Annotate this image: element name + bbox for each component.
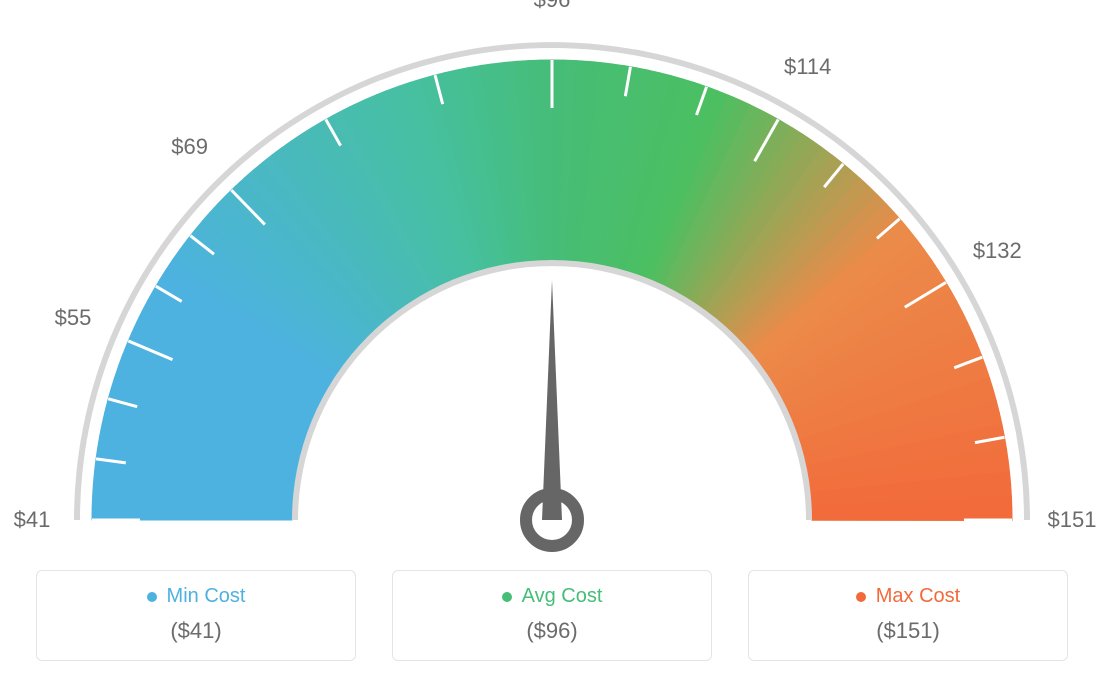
legend-row: Min Cost ($41) Avg Cost ($96) Max Cost (…	[0, 570, 1104, 661]
legend-min-value: ($41)	[37, 618, 355, 644]
legend-avg-value: ($96)	[393, 618, 711, 644]
legend-max-value: ($151)	[749, 618, 1067, 644]
legend-card-avg: Avg Cost ($96)	[392, 570, 712, 661]
gauge-needle	[542, 280, 562, 520]
gauge-tick-label: $69	[171, 134, 208, 160]
legend-max-title: Max Cost	[876, 585, 960, 608]
max-dot-icon	[856, 592, 866, 602]
legend-avg-title: Avg Cost	[522, 585, 603, 608]
min-dot-icon	[147, 592, 157, 602]
gauge-chart	[0, 0, 1104, 560]
legend-min-title: Min Cost	[167, 585, 246, 608]
gauge-tick-label: $114	[784, 54, 831, 80]
gauge-tick-label: $41	[14, 507, 51, 533]
gauge-tick-label: $151	[1048, 507, 1097, 533]
legend-card-min: Min Cost ($41)	[36, 570, 356, 661]
avg-dot-icon	[502, 592, 512, 602]
gauge-tick-label: $132	[973, 238, 1022, 264]
gauge-tick-label: $96	[534, 0, 571, 13]
gauge-tick-label: $55	[55, 305, 92, 331]
gauge-container: $41 $55 $69 $96 $114 $132 $151	[0, 0, 1104, 570]
legend-card-max: Max Cost ($151)	[748, 570, 1068, 661]
